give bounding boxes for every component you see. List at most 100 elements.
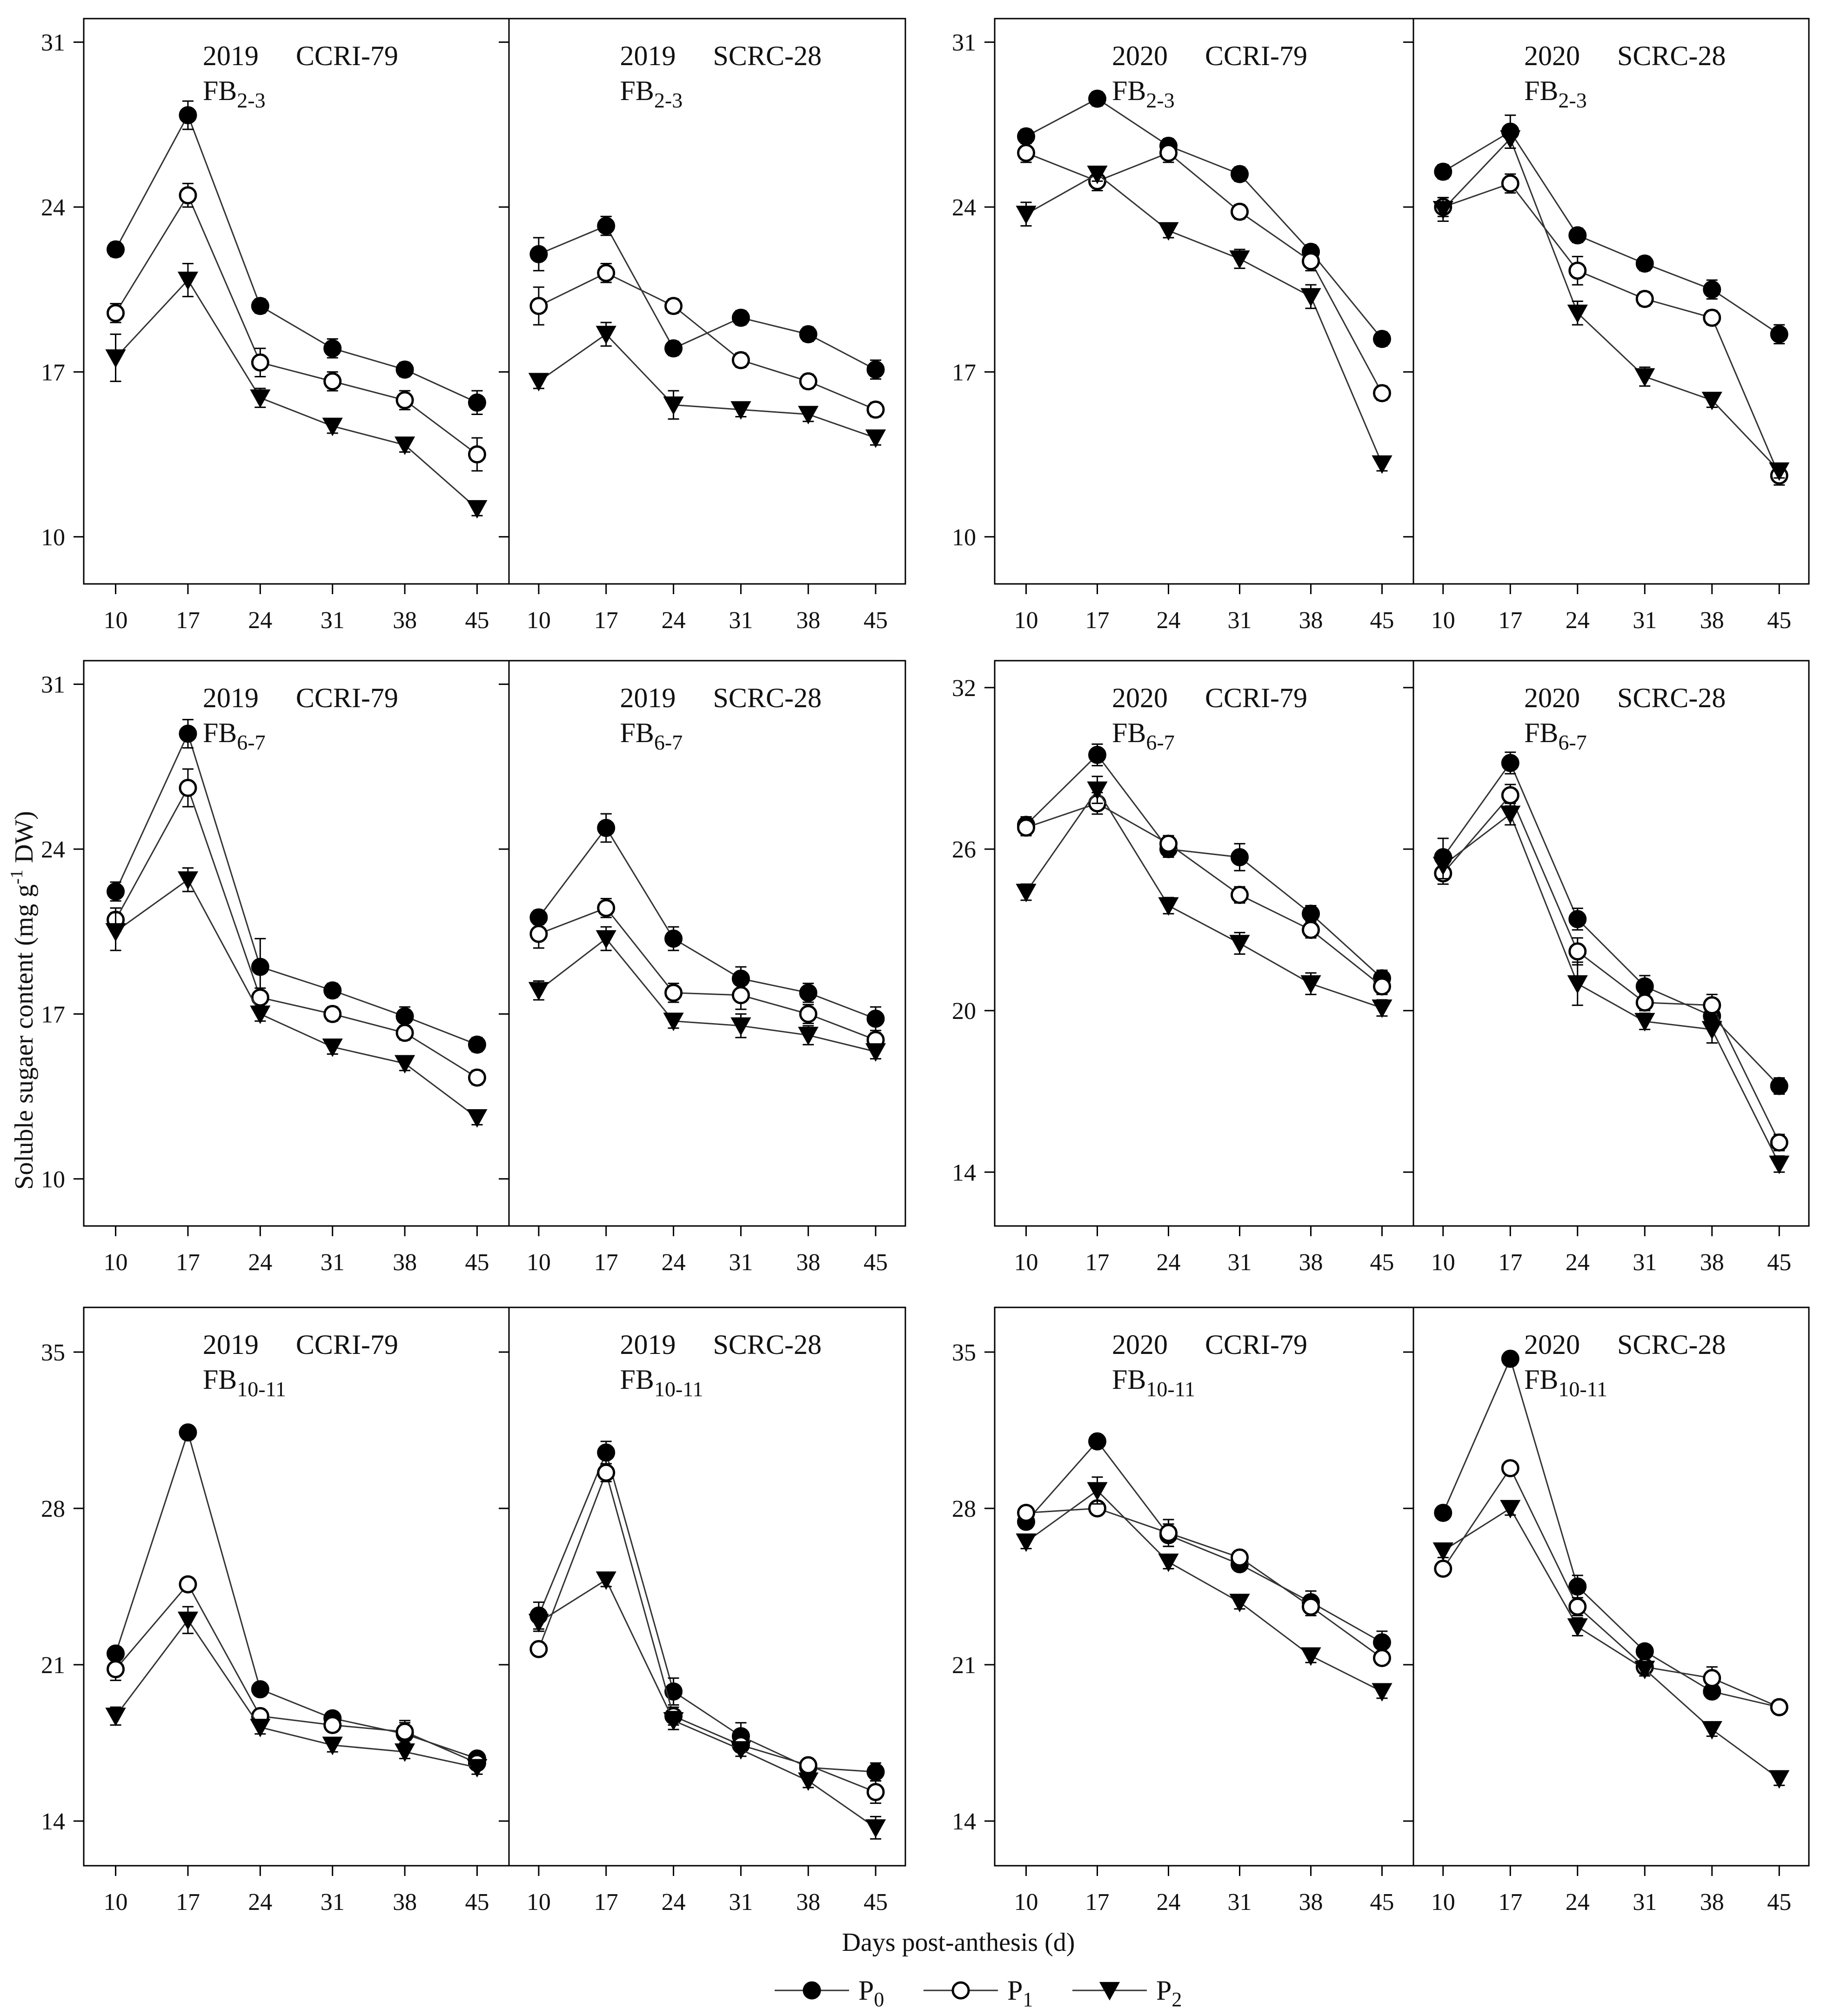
data-point-P1 <box>1703 996 1721 1015</box>
panel-cultivar-label: SCRC-28 <box>713 683 822 713</box>
x-tick-label: 17 <box>1498 1889 1522 1916</box>
y-tick-label: 28 <box>41 1496 65 1522</box>
data-point-P2 <box>865 1043 886 1062</box>
x-tick-label: 45 <box>863 1249 888 1276</box>
series-line-P0 <box>1025 754 1383 979</box>
x-tick-label: 45 <box>863 1889 888 1916</box>
x-tick-label: 24 <box>662 1249 686 1276</box>
x-tick-label: 38 <box>1700 607 1724 634</box>
panel-2019-CCRI-79-2-3: 10 17 24 31 10 17 24 31 38 45 2019 CCRI-79 FB2-3 <box>41 18 510 634</box>
data-point-P1 <box>1635 993 1654 1012</box>
panel-cultivar-label: CCRI-79 <box>296 1329 398 1360</box>
y-tick-label: 35 <box>952 1340 976 1366</box>
x-tick-label: 10 <box>527 607 551 634</box>
series-P0 <box>529 813 885 1031</box>
series-line-P1 <box>115 786 478 1078</box>
data-point-P2 <box>663 1012 684 1031</box>
x-tick-label: 31 <box>1228 1889 1252 1916</box>
data-point-P0 <box>179 106 197 125</box>
data-point-P2 <box>1087 781 1108 800</box>
panel-position-label: FB6-7 <box>1112 717 1175 754</box>
data-point-P2 <box>663 1712 684 1731</box>
panel-2020-SCRC-28-6-7: 10 17 24 31 38 45 2020 SCRC-28 FB6-7 <box>1403 660 1810 1276</box>
panel-position-base: FB <box>620 1364 654 1395</box>
data-point-P2 <box>250 1719 271 1738</box>
panel-cultivar-label: CCRI-79 <box>296 40 398 71</box>
panel-position-sub: 10-11 <box>654 1377 703 1401</box>
x-tick-label: 38 <box>796 1249 820 1276</box>
data-point-P1 <box>323 372 342 391</box>
y-tick-label: 31 <box>952 30 976 56</box>
series-P2 <box>528 926 886 1062</box>
panel-2020-CCRI-79-2-3: 10 17 24 31 10 17 24 31 38 45 2020 CCRI-79 FB2-3 <box>952 18 1414 634</box>
data-point-P2 <box>322 1038 343 1057</box>
panel-year-label: 2020 <box>1524 40 1580 71</box>
panel-cultivar-label: SCRC-28 <box>713 40 822 71</box>
panel-cultivar-label: CCRI-79 <box>1205 683 1307 713</box>
data-point-P0 <box>251 1680 269 1699</box>
y-tick-label: 32 <box>952 675 976 702</box>
panel-position-base: FB <box>1112 717 1146 748</box>
y-tick-label: 14 <box>952 1159 976 1186</box>
legend-marker <box>803 1981 821 2000</box>
series-line-P2 <box>1442 1507 1780 1780</box>
data-point-P0 <box>1017 127 1035 146</box>
data-point-P1 <box>1703 1669 1721 1688</box>
x-tick-label: 17 <box>594 607 618 634</box>
data-point-P1 <box>731 986 750 1005</box>
data-point-P1 <box>1159 144 1178 162</box>
data-point-P0 <box>1568 910 1587 928</box>
data-point-P0 <box>395 1007 414 1025</box>
data-point-P1 <box>529 297 548 315</box>
panel-year-label: 2020 <box>1524 683 1580 713</box>
x-tick-label: 31 <box>1228 607 1252 634</box>
data-point-P2 <box>663 396 684 415</box>
y-tick-label: 21 <box>952 1652 976 1679</box>
panel-2019-SCRC-28-10-11: 10 17 24 31 38 45 2019 SCRC-28 FB10-11 <box>499 1306 906 1916</box>
data-point-P2 <box>1567 975 1588 994</box>
data-point-P2 <box>1701 392 1722 410</box>
data-point-P0 <box>1501 1349 1519 1368</box>
panel-position-label: FB10-11 <box>620 1364 703 1401</box>
data-point-P1 <box>395 391 414 409</box>
data-point-P0 <box>179 1423 197 1442</box>
x-tick-label: 17 <box>1085 1889 1110 1916</box>
x-tick-label: 10 <box>1431 1889 1455 1916</box>
data-point-P2 <box>394 436 415 455</box>
series-line-P1 <box>1442 794 1780 1143</box>
data-point-P1 <box>597 899 616 918</box>
data-point-P2 <box>1229 250 1250 269</box>
panel-2020-SCRC-28-10-11: 10 17 24 31 38 45 2020 SCRC-28 FB10-11 <box>1403 1306 1810 1916</box>
x-tick-label: 24 <box>1566 1249 1590 1276</box>
x-tick-label: 31 <box>1633 1889 1657 1916</box>
data-point-P1 <box>1568 261 1587 280</box>
data-point-P0 <box>468 393 486 412</box>
x-tick-label: 17 <box>1085 1249 1110 1276</box>
data-point-P0 <box>1088 1432 1106 1451</box>
series-line-P0 <box>538 826 876 1019</box>
panel-position-base: FB <box>203 75 237 106</box>
data-point-P0 <box>1088 89 1106 108</box>
series-line-P0 <box>1025 1440 1383 1643</box>
series-line-P0 <box>115 1430 477 1760</box>
x-tick-label: 45 <box>465 1889 489 1916</box>
data-point-P0 <box>866 1762 885 1781</box>
panel-position-sub: 10-11 <box>1146 1377 1195 1401</box>
legend-label-sub: 0 <box>874 1988 884 2011</box>
panel-position-label: FB6-7 <box>620 717 683 754</box>
series-P1 <box>1017 142 1391 402</box>
x-tick-label: 45 <box>1370 1889 1394 1916</box>
data-point-P1 <box>1373 1649 1391 1668</box>
legend-label-base: P <box>1007 1975 1023 2006</box>
data-point-P1 <box>179 1575 197 1594</box>
panel-position-sub: 6-7 <box>1146 730 1174 754</box>
legend-marker <box>951 1981 970 2000</box>
legend-label-base: P <box>1156 1975 1171 2006</box>
legend-marker <box>1099 1982 1120 2001</box>
data-point-P2 <box>1634 1661 1655 1680</box>
series-P2 <box>1016 166 1392 474</box>
panel-position-sub: 2-3 <box>1558 88 1586 112</box>
data-point-P0 <box>107 240 125 259</box>
data-point-P1 <box>1635 289 1654 308</box>
